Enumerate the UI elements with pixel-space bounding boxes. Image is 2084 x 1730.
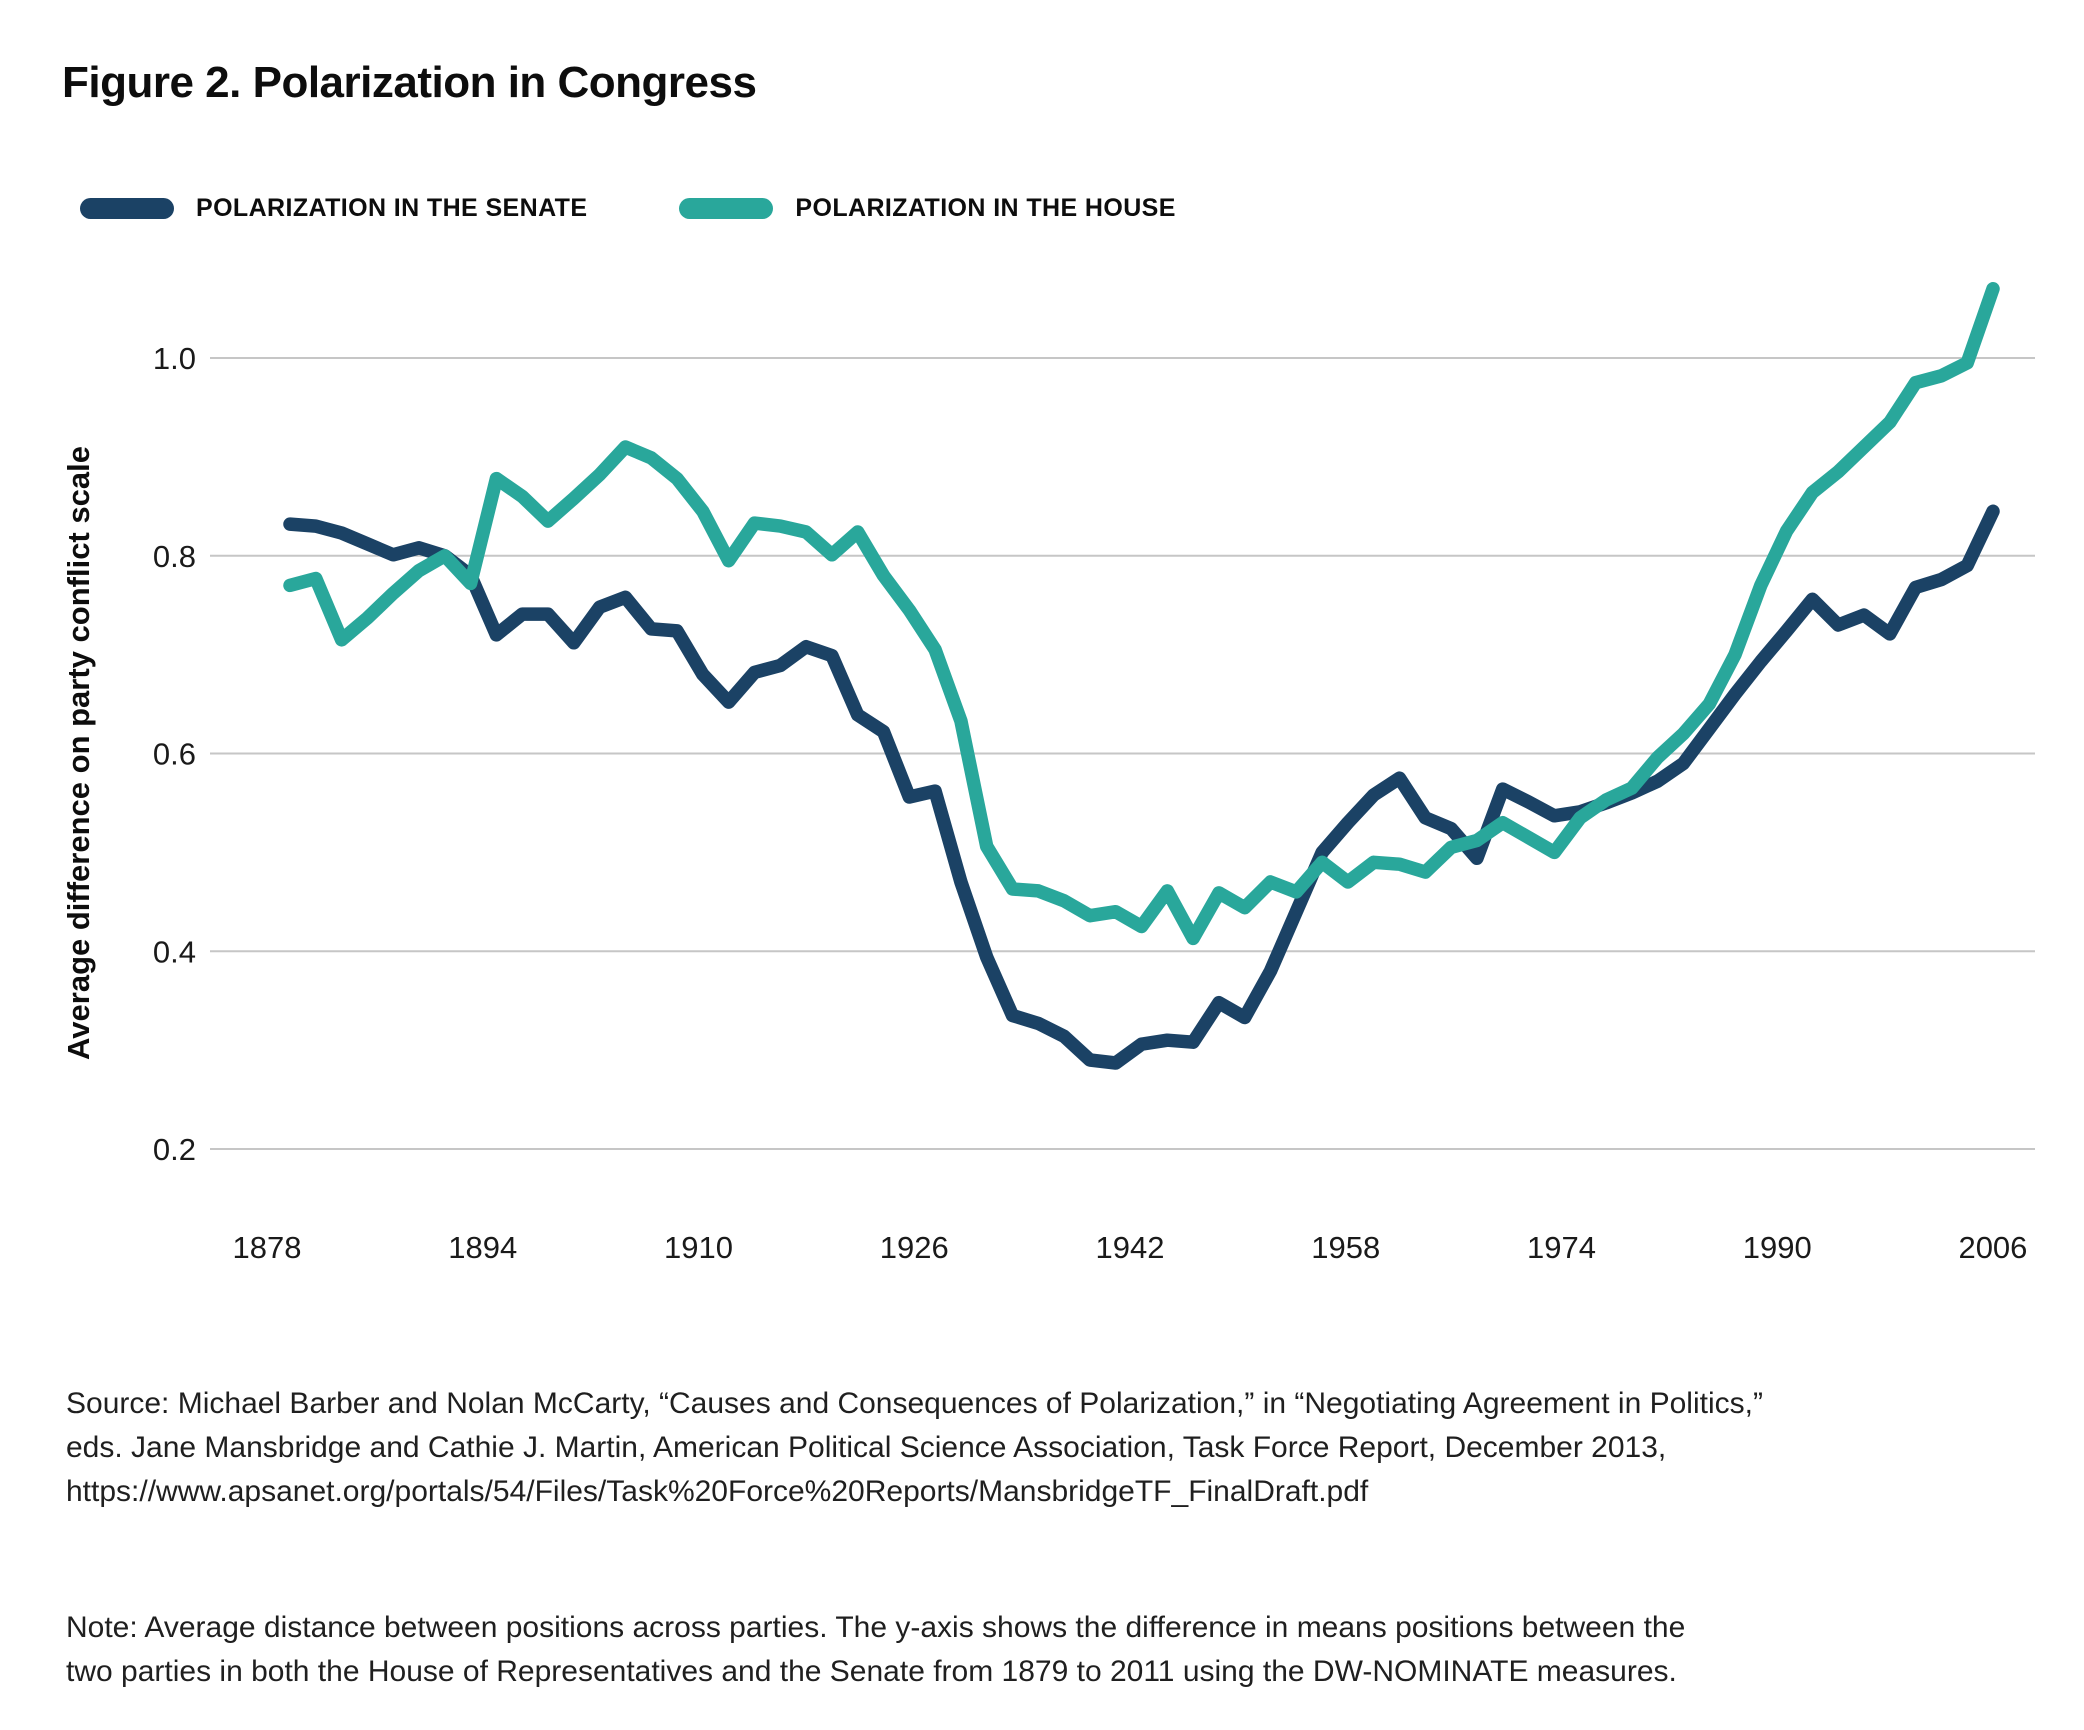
chart-legend: POLARIZATION IN THE SENATE POLARIZATION … (80, 194, 1176, 223)
x-tick-label: 1958 (1311, 1230, 1380, 1265)
note-line: two parties in both the House of Represe… (66, 1655, 1677, 1688)
line-chart: 1.0 0.8 0.6 0.4 0.2 1878 1894 1910 1926 1942 1958 1… (153, 282, 2035, 1265)
x-tick-label: 1926 (880, 1230, 949, 1265)
x-tick-label: 2006 (1958, 1230, 2027, 1265)
y-tick-label: 0.4 (153, 934, 196, 969)
x-tick-label: 1910 (664, 1230, 733, 1265)
source-line: eds. Jane Mansbridge and Cathie J. Marti… (66, 1431, 1667, 1464)
x-tick-label: 1894 (448, 1230, 517, 1265)
source-line: Source: Michael Barber and Nolan McCarty… (66, 1387, 1763, 1420)
legend-label-house: POLARIZATION IN THE HOUSE (795, 194, 1176, 222)
x-tick-label: 1942 (1095, 1230, 1164, 1265)
x-tick-label: 1878 (233, 1230, 302, 1265)
note-line: Note: Average distance between positions… (66, 1611, 1686, 1644)
legend-item-house: POLARIZATION IN THE HOUSE (679, 194, 1175, 223)
source-line: https://www.apsanet.org/portals/54/Files… (66, 1475, 1369, 1508)
figure-title: Figure 2. Polarization in Congress (62, 58, 757, 107)
note-text: Note: Average distance between positions… (66, 1606, 1685, 1694)
source-text: Source: Michael Barber and Nolan McCarty… (66, 1382, 1763, 1514)
y-tick-label: 0.2 (153, 1132, 196, 1167)
house-line (283, 282, 2000, 946)
x-tick-label: 1974 (1527, 1230, 1596, 1265)
house-line-swatch (679, 198, 774, 219)
senate-line-swatch (80, 198, 174, 219)
senate-line (283, 504, 2000, 1070)
legend-item-senate: POLARIZATION IN THE SENATE (80, 194, 587, 223)
legend-label-senate: POLARIZATION IN THE SENATE (196, 194, 588, 222)
y-tick-label: 1.0 (153, 341, 196, 376)
x-tick-label: 1990 (1743, 1230, 1812, 1265)
y-tick-label: 0.8 (153, 539, 196, 574)
y-tick-label: 0.6 (153, 737, 196, 772)
